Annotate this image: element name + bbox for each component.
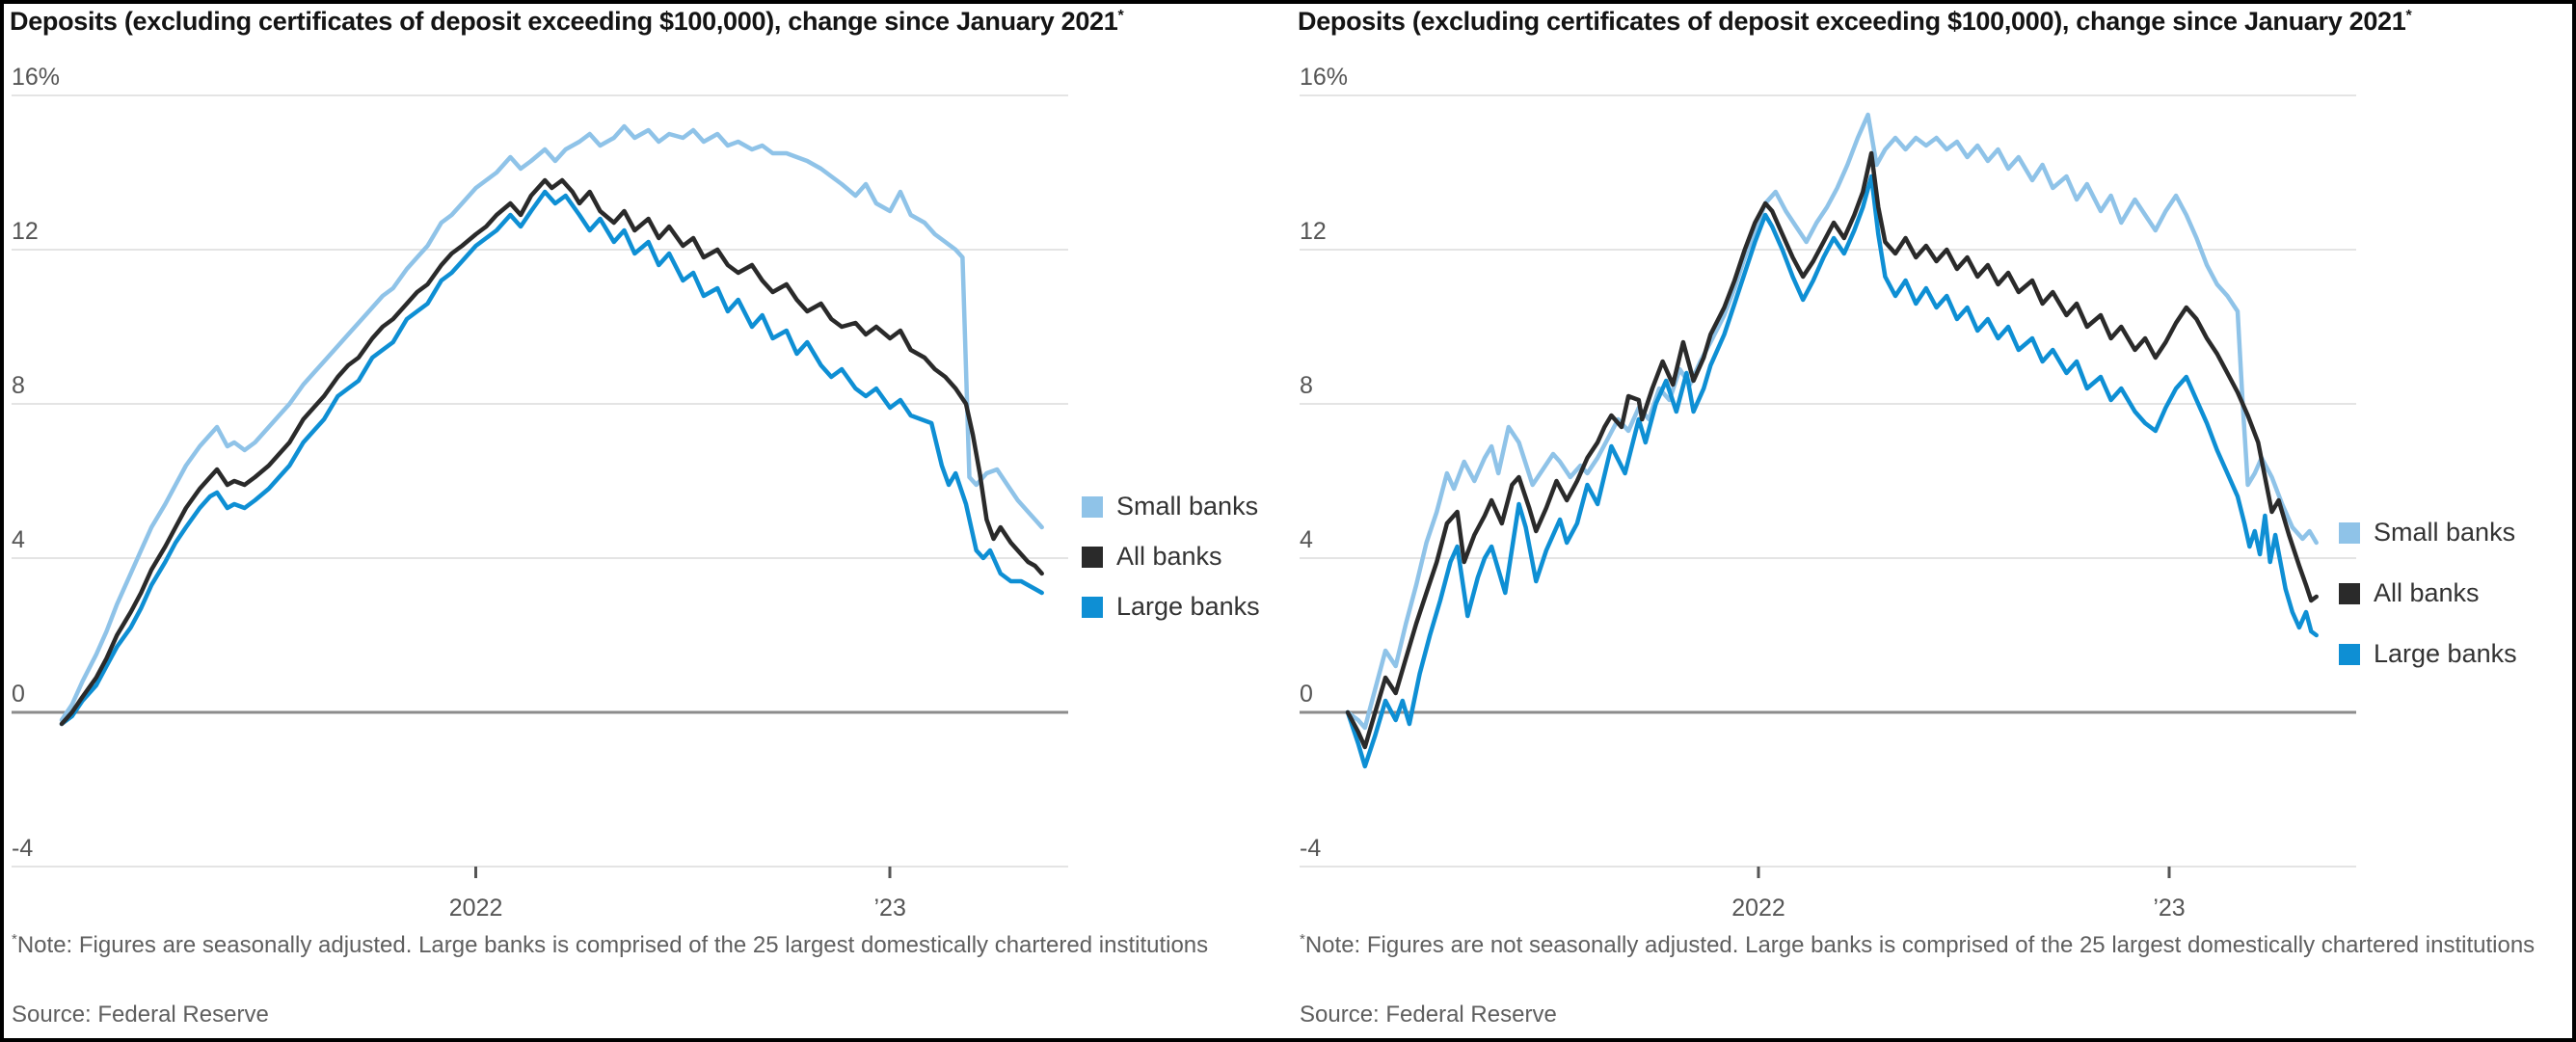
series-line-all-banks [1345, 150, 2319, 750]
chart-source: Source: Federal Reserve [1300, 1002, 1557, 1028]
legend-item-all-banks: All banks [1082, 542, 1260, 572]
y-axis-tick-label: 0 [1300, 681, 1313, 708]
legend-swatch-large-banks [1082, 596, 1103, 618]
chart-source: Source: Federal Reserve [12, 1002, 269, 1028]
series-line-large-banks [1345, 174, 2319, 769]
legend-label-large-banks: Large banks [2374, 639, 2517, 668]
y-axis-tick-label: 16% [12, 64, 60, 91]
x-axis-tick-label: 2022 [1731, 895, 1785, 922]
legend-swatch-large-banks [2339, 643, 2360, 665]
line-chart-seasonally-adjusted: 16% 12 8 4 0 -4 2022 ’23 [12, 64, 1068, 922]
note-footnote-marker: * [12, 931, 17, 948]
y-axis-tick-label: 4 [1300, 526, 1313, 553]
chart-panel-seasonally-adjusted: Deposits (excluding certificates of depo… [4, 4, 1292, 1038]
y-axis-tick-label: -4 [12, 835, 33, 862]
chart-title-text: Deposits (excluding certificates of depo… [1298, 7, 2406, 36]
legend: Small banks All banks Large banks [2339, 518, 2517, 700]
x-axis-tick-label: ’23 [2153, 895, 2185, 922]
legend-label-large-banks: Large banks [1116, 592, 1260, 621]
legend-label-all-banks: All banks [1116, 542, 1222, 571]
note-text: Note: Figures are not seasonally adjuste… [1304, 932, 2536, 958]
note-footnote-marker: * [1300, 931, 1305, 948]
y-axis-tick-label: 8 [1300, 372, 1313, 399]
chart-note: *Note: Figures are seasonally adjusted. … [12, 929, 1286, 963]
y-axis-tick-label: -4 [1300, 835, 1321, 862]
y-axis-tick-label: 12 [12, 218, 39, 245]
legend-label-small-banks: Small banks [2374, 518, 2516, 547]
series-line-all-banks [59, 177, 1044, 727]
chart-panel-not-seasonally-adjusted: Deposits (excluding certificates of depo… [1292, 4, 2572, 1038]
x-axis-tick-label: 2022 [449, 895, 503, 922]
y-axis-tick-label: 4 [12, 526, 25, 553]
series-line-large-banks [59, 189, 1044, 727]
page-title: Deposits (excluding certificates of depo… [10, 7, 1124, 37]
legend-item-small-banks: Small banks [1082, 492, 1260, 521]
series-line-small-banks [1345, 112, 2319, 731]
legend-swatch-all-banks [2339, 582, 2360, 604]
y-axis-tick-label: 12 [1300, 218, 1327, 245]
y-axis-tick-label: 8 [12, 372, 25, 399]
chart-title-text: Deposits (excluding certificates of depo… [10, 7, 1118, 36]
x-axis-tick-label: ’23 [874, 895, 906, 922]
line-chart-not-seasonally-adjusted: 16% 12 8 4 0 -4 2022 ’23 [1300, 64, 2356, 922]
title-footnote-marker: * [2405, 8, 2412, 24]
legend-label-all-banks: All banks [2374, 578, 2480, 607]
legend-swatch-small-banks [1082, 495, 1103, 518]
note-text: Note: Figures are seasonally adjusted. L… [16, 932, 1209, 958]
legend-swatch-all-banks [1082, 546, 1103, 568]
legend-item-small-banks: Small banks [2339, 518, 2517, 548]
legend: Small banks All banks Large banks [1082, 492, 1260, 642]
series-line-small-banks [59, 123, 1044, 723]
page-title: Deposits (excluding certificates of depo… [1298, 7, 2412, 37]
legend-swatch-small-banks [2339, 521, 2360, 544]
chart-note: *Note: Figures are not seasonally adjust… [1300, 929, 2572, 963]
legend-item-all-banks: All banks [2339, 578, 2517, 608]
legend-item-large-banks: Large banks [1082, 592, 1260, 622]
title-footnote-marker: * [1117, 8, 1124, 24]
legend-label-small-banks: Small banks [1116, 492, 1259, 521]
y-axis-tick-label: 16% [1300, 64, 1348, 91]
y-axis-tick-label: 0 [12, 681, 25, 708]
legend-item-large-banks: Large banks [2339, 639, 2517, 669]
